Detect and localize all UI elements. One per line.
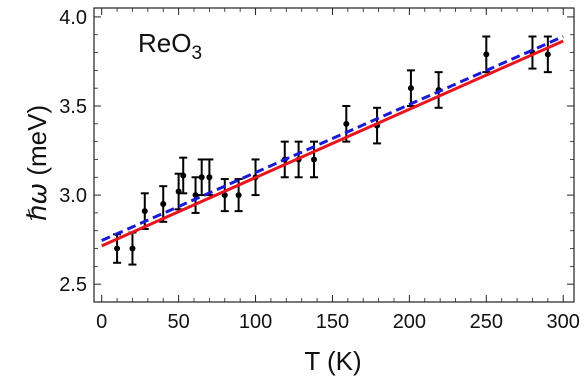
data-point: [180, 172, 187, 179]
data-point: [129, 245, 136, 252]
plot-frame: [93, 7, 575, 303]
data-point: [544, 51, 551, 58]
axes: 0 50 100 150 200 250 300 2.5 3.0 3.5 4.0: [59, 7, 580, 333]
data-point: [221, 192, 228, 199]
data-point: [483, 51, 490, 58]
y-axis-label: ℏω (meV): [22, 105, 53, 221]
x-tick-label: 0: [96, 311, 107, 333]
data-point: [206, 174, 213, 181]
data-point: [407, 85, 414, 92]
x-tick-label: 100: [239, 311, 272, 333]
data-point: [192, 192, 199, 199]
data-point: [114, 245, 121, 252]
data-point: [343, 120, 350, 127]
x-tick-label: 300: [547, 311, 580, 333]
data-point: [141, 208, 148, 215]
x-axis-label: T (K): [304, 346, 361, 376]
x-tick-label: 250: [470, 311, 503, 333]
data-point: [198, 174, 205, 181]
fit-line-blue-dashed: [101, 35, 564, 242]
x-tick-label: 200: [393, 311, 426, 333]
fit-line-red: [101, 39, 564, 248]
data-point: [311, 156, 317, 163]
y-axis-label-symbol: ℏω: [23, 183, 53, 221]
plot-area: [101, 35, 564, 266]
y-tick-label: 3.0: [59, 185, 87, 207]
y-tick-label: 4.0: [59, 7, 87, 29]
annotation-subscript: 3: [191, 43, 202, 64]
annotation-base: ReO: [138, 28, 191, 58]
y-tick-label: 2.5: [59, 274, 87, 296]
y-axis-label-unit: (meV): [22, 105, 52, 183]
x-tick-label: 150: [316, 311, 349, 333]
data-point: [160, 201, 167, 207]
chart-annotation: ReO3: [138, 28, 202, 64]
data-point: [235, 192, 242, 199]
y-tick-label: 3.5: [59, 96, 87, 118]
x-tick-label: 50: [167, 311, 189, 333]
